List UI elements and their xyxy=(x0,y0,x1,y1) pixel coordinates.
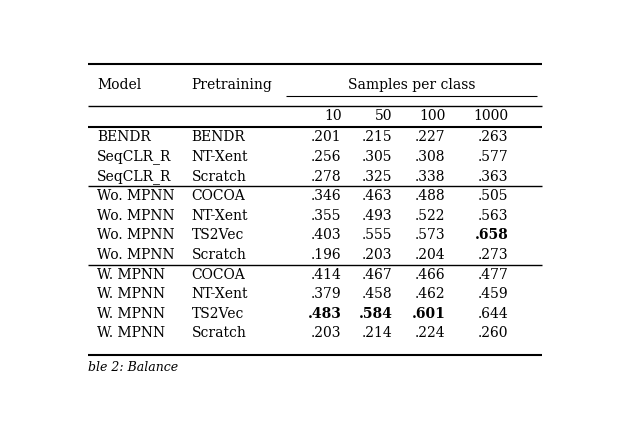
Text: ble 2: Balance: ble 2: Balance xyxy=(87,361,178,374)
Text: .273: .273 xyxy=(478,248,509,262)
Text: .278: .278 xyxy=(311,170,341,184)
Text: .463: .463 xyxy=(362,189,392,203)
Text: 100: 100 xyxy=(419,109,446,123)
Text: .573: .573 xyxy=(415,229,446,243)
Text: .204: .204 xyxy=(415,248,446,262)
Text: .355: .355 xyxy=(311,209,341,223)
Text: Scratch: Scratch xyxy=(192,326,246,340)
Text: 50: 50 xyxy=(375,109,392,123)
Text: Wo. MPNN: Wo. MPNN xyxy=(97,209,175,223)
Text: .215: .215 xyxy=(362,131,392,145)
Text: Pretraining: Pretraining xyxy=(192,78,273,92)
Text: SeqCLR_R: SeqCLR_R xyxy=(97,150,172,165)
Text: .325: .325 xyxy=(362,170,392,184)
Text: .403: .403 xyxy=(311,229,341,243)
Text: .214: .214 xyxy=(361,326,392,340)
Text: NT-Xent: NT-Xent xyxy=(192,287,248,301)
Text: .459: .459 xyxy=(478,287,509,301)
Text: .256: .256 xyxy=(311,150,341,164)
Text: .488: .488 xyxy=(415,189,446,203)
Text: .466: .466 xyxy=(415,268,446,282)
Text: Wo. MPNN: Wo. MPNN xyxy=(97,189,175,203)
Text: .338: .338 xyxy=(415,170,446,184)
Text: .601: .601 xyxy=(412,307,446,321)
Text: .379: .379 xyxy=(311,287,341,301)
Text: .224: .224 xyxy=(415,326,446,340)
Text: .467: .467 xyxy=(361,268,392,282)
Text: .260: .260 xyxy=(478,326,509,340)
Text: W. MPNN: W. MPNN xyxy=(97,326,165,340)
Text: COCOA: COCOA xyxy=(192,268,245,282)
Text: .644: .644 xyxy=(477,307,509,321)
Text: Samples per class: Samples per class xyxy=(348,78,475,92)
Text: .305: .305 xyxy=(362,150,392,164)
Text: Scratch: Scratch xyxy=(192,248,246,262)
Text: .458: .458 xyxy=(362,287,392,301)
Text: .414: .414 xyxy=(311,268,341,282)
Text: .227: .227 xyxy=(415,131,446,145)
Text: .308: .308 xyxy=(415,150,446,164)
Text: .658: .658 xyxy=(475,229,509,243)
Text: W. MPNN: W. MPNN xyxy=(97,287,165,301)
Text: .462: .462 xyxy=(415,287,446,301)
Text: 1000: 1000 xyxy=(473,109,509,123)
Text: .203: .203 xyxy=(311,326,341,340)
Text: .493: .493 xyxy=(362,209,392,223)
Text: Model: Model xyxy=(97,78,142,92)
Text: .522: .522 xyxy=(415,209,446,223)
Text: .563: .563 xyxy=(478,209,509,223)
Text: BENDR: BENDR xyxy=(192,131,245,145)
Text: TS2Vec: TS2Vec xyxy=(192,307,244,321)
Text: .483: .483 xyxy=(308,307,341,321)
Text: .555: .555 xyxy=(362,229,392,243)
Text: Scratch: Scratch xyxy=(192,170,246,184)
Text: NT-Xent: NT-Xent xyxy=(192,150,248,164)
Text: NT-Xent: NT-Xent xyxy=(192,209,248,223)
Text: .577: .577 xyxy=(477,150,509,164)
Text: W. MPNN: W. MPNN xyxy=(97,307,165,321)
Text: .263: .263 xyxy=(478,131,509,145)
Text: BENDR: BENDR xyxy=(97,131,151,145)
Text: TS2Vec: TS2Vec xyxy=(192,229,244,243)
Text: .203: .203 xyxy=(362,248,392,262)
Text: .201: .201 xyxy=(311,131,341,145)
Text: .584: .584 xyxy=(358,307,392,321)
Text: 10: 10 xyxy=(324,109,341,123)
Text: .196: .196 xyxy=(311,248,341,262)
Text: .363: .363 xyxy=(478,170,509,184)
Text: .346: .346 xyxy=(311,189,341,203)
Text: W. MPNN: W. MPNN xyxy=(97,268,165,282)
Text: COCOA: COCOA xyxy=(192,189,245,203)
Text: .505: .505 xyxy=(478,189,509,203)
Text: Wo. MPNN: Wo. MPNN xyxy=(97,248,175,262)
Text: SeqCLR_R: SeqCLR_R xyxy=(97,169,172,184)
Text: .477: .477 xyxy=(477,268,509,282)
Text: Wo. MPNN: Wo. MPNN xyxy=(97,229,175,243)
